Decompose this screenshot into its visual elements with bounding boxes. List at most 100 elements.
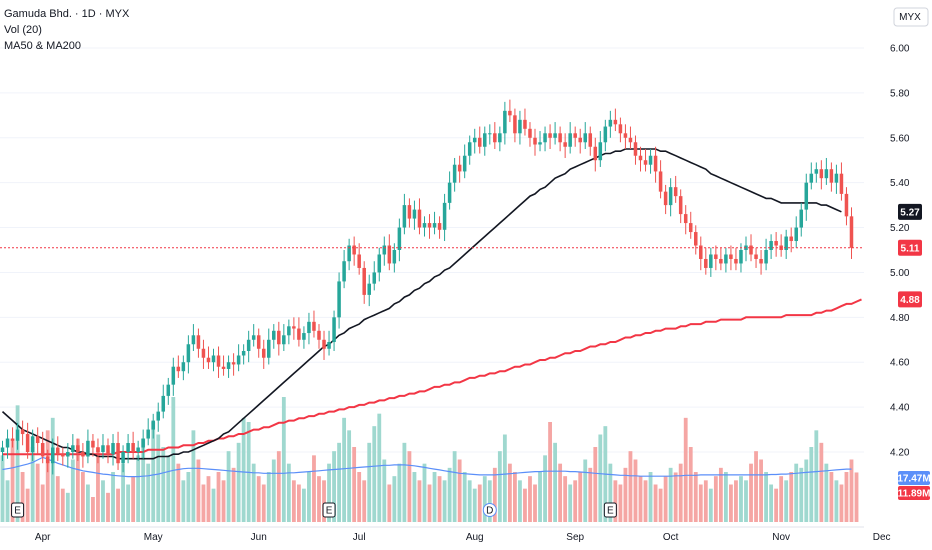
volume-bar [281,397,286,522]
volume-bar [206,476,211,522]
x-tick-label: Dec [873,532,891,543]
volume-bar [834,480,839,522]
volume-bar [759,459,763,522]
candle-body [498,133,502,143]
volume-bar [236,442,241,522]
candle-body [211,355,216,363]
volume-bar [136,455,141,522]
candle-body [784,236,788,250]
candle-body [538,142,542,145]
x-tick-label: Jul [353,532,366,543]
volume-bar [86,484,90,522]
candle-body [528,128,532,138]
volume-bar [266,472,271,522]
volume-bar [492,467,497,522]
price-axis[interactable]: MYX 6.00 5.80 5.60 5.40 5.20 5.00 4.80 4.60 4.40 4… [890,7,929,459]
candle-body [181,362,186,372]
volume-bar [402,442,407,522]
volume-bar [593,447,598,522]
volume-tag-label: 17.47M [897,474,930,485]
candle-body [357,254,361,268]
y-tick-label: 5.60 [890,133,910,144]
volume-bar [196,459,201,522]
candle-body [221,366,226,369]
candle-body [282,335,286,345]
candle-body [76,445,80,452]
candle-body [432,223,437,228]
volume-bar [734,480,738,522]
volume-bar [10,438,15,522]
volume-bar [563,476,568,522]
candle-body [518,119,522,134]
volume-bar [302,488,306,522]
volume-bar [548,422,552,522]
event-marker-label: D [486,506,493,517]
volume-bar [30,447,35,522]
volume-bar [774,488,779,522]
volume-bar [221,480,226,522]
volume-bar [291,480,296,522]
volume-bar [146,463,151,522]
candle-body [352,245,356,255]
candle-body [86,440,90,457]
volume-bar [151,422,156,522]
candle-body [15,429,20,441]
candle-body [327,342,331,349]
candle-body [20,429,25,435]
currency-box [893,7,929,27]
candle-body [794,227,798,242]
volume-bar [271,459,276,522]
volume-bar [698,484,703,522]
candle-body [658,171,663,192]
currency-label: MYX [899,12,921,23]
volume-bar [296,484,301,522]
symbol-title[interactable]: Gamuda Bhd. · 1D · MYX [4,8,130,20]
candle-body [824,169,829,179]
candle-body [241,351,246,356]
candle-body [719,258,723,264]
y-tick-label: 5.40 [890,178,910,189]
volume-bar [613,480,618,522]
candle-body [317,330,321,340]
volume-bar [75,438,80,522]
candle-body [754,254,758,259]
volume-bar [186,472,191,522]
event-marker-label: E [326,506,333,517]
volume-bar [332,451,336,522]
candle-body [81,452,85,457]
candle-body [819,169,824,179]
candle-body [483,133,487,147]
ma-indicator-label[interactable]: MA50 & MA200 [4,40,82,52]
candle-body [729,254,733,259]
candle-body [71,445,75,452]
volume-bar [342,417,347,522]
candle-body [563,142,567,147]
volume-bar [708,488,713,522]
volume-bar [20,472,25,522]
volume-bar [477,484,482,522]
candle-body [96,447,100,452]
candle-body [362,267,366,295]
volume-bar [0,455,5,522]
candle-body [91,440,95,448]
time-axis[interactable]: Apr May Jun Jul Aug Sep Oct Nov Dec [0,526,891,543]
candle-body [246,339,251,351]
volume-bar [45,430,50,522]
candle-body [196,335,201,349]
candlesticks [0,99,854,475]
candle-body [523,119,527,129]
candle-body [598,142,603,161]
y-tick-label: 4.20 [890,448,910,459]
volume-tag-box [898,471,930,485]
volume-bar [814,430,819,522]
price-tag-box [898,203,922,220]
volume-bar [523,488,527,522]
volume-bar [608,463,613,522]
volume-indicator-label[interactable]: Vol (20) [4,24,42,36]
x-tick-label: Aug [466,532,484,543]
volume-bar [452,451,457,522]
candle-body [322,339,326,349]
candle-body [694,232,698,246]
volume-bar [307,472,311,522]
